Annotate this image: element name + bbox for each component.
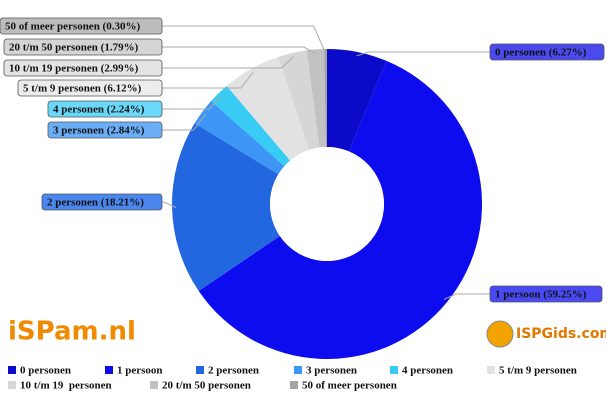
legend-label: 1 persoon	[117, 365, 163, 377]
leader-line	[162, 56, 294, 69]
data-label: 1 persoon (59.25%)	[495, 289, 587, 301]
legend-label: 0 personen	[20, 365, 71, 377]
brand-left: iSPam.nl	[8, 317, 136, 347]
legend-swatch	[294, 366, 302, 374]
label-box	[47, 121, 163, 139]
donut-hole	[270, 147, 384, 261]
label-box	[489, 43, 605, 61]
slice	[194, 101, 285, 175]
legend-label: 10 t/m 19 personen	[20, 380, 112, 392]
data-label: 3 personen (2.84%)	[53, 125, 145, 137]
label-box	[17, 79, 163, 97]
leader-line	[162, 46, 316, 54]
brand-icon	[486, 320, 514, 348]
legend-label: 20 t/m 50 personen	[162, 380, 251, 392]
slice	[306, 49, 326, 148]
legend-swatch	[487, 366, 495, 374]
legend-swatch	[196, 366, 204, 374]
slice	[226, 56, 310, 161]
legend-label: 4 personen	[402, 365, 453, 377]
brand-right: ISPGids.com	[516, 326, 606, 342]
leader-line	[162, 25, 327, 54]
slice	[211, 85, 291, 167]
legend-swatch	[8, 366, 16, 374]
label-box	[0, 17, 163, 35]
data-label: 10 t/m 19 personen (2.99%)	[9, 63, 139, 75]
label-box	[3, 38, 163, 56]
leader-line	[162, 95, 222, 110]
label-box	[489, 285, 603, 303]
label-box	[41, 193, 163, 211]
leader-line	[162, 201, 177, 209]
leader-line	[162, 72, 254, 89]
slice	[327, 49, 387, 152]
legend-label: 2 personen	[208, 365, 259, 377]
slice	[198, 60, 482, 360]
legend-swatch	[105, 366, 113, 374]
leader-line	[162, 113, 207, 131]
legend-swatch	[150, 381, 158, 389]
slice	[278, 50, 320, 150]
label-box	[3, 59, 163, 77]
legend-label: 5 t/m 9 personen	[499, 365, 577, 377]
data-label: 0 personen (6.27%)	[495, 47, 587, 59]
label-box	[47, 100, 163, 118]
legend-swatch	[8, 381, 16, 389]
slice	[324, 49, 327, 148]
leader-line	[443, 293, 490, 300]
leader-line	[356, 51, 490, 57]
data-label: 50 of meer personen (0.30%)	[5, 21, 140, 33]
data-label: 2 personen (18.21%)	[47, 197, 144, 209]
data-label: 5 t/m 9 personen (6.12%)	[23, 83, 142, 95]
legend-label: 50 of meer personen	[302, 380, 397, 392]
data-label: 4 personen (2.24%)	[53, 104, 145, 116]
legend-label: 3 personen	[306, 365, 357, 377]
legend-swatch	[390, 366, 398, 374]
data-label: 20 t/m 50 personen (1.79%)	[9, 42, 139, 54]
legend-swatch	[290, 381, 298, 389]
slice	[171, 123, 280, 292]
